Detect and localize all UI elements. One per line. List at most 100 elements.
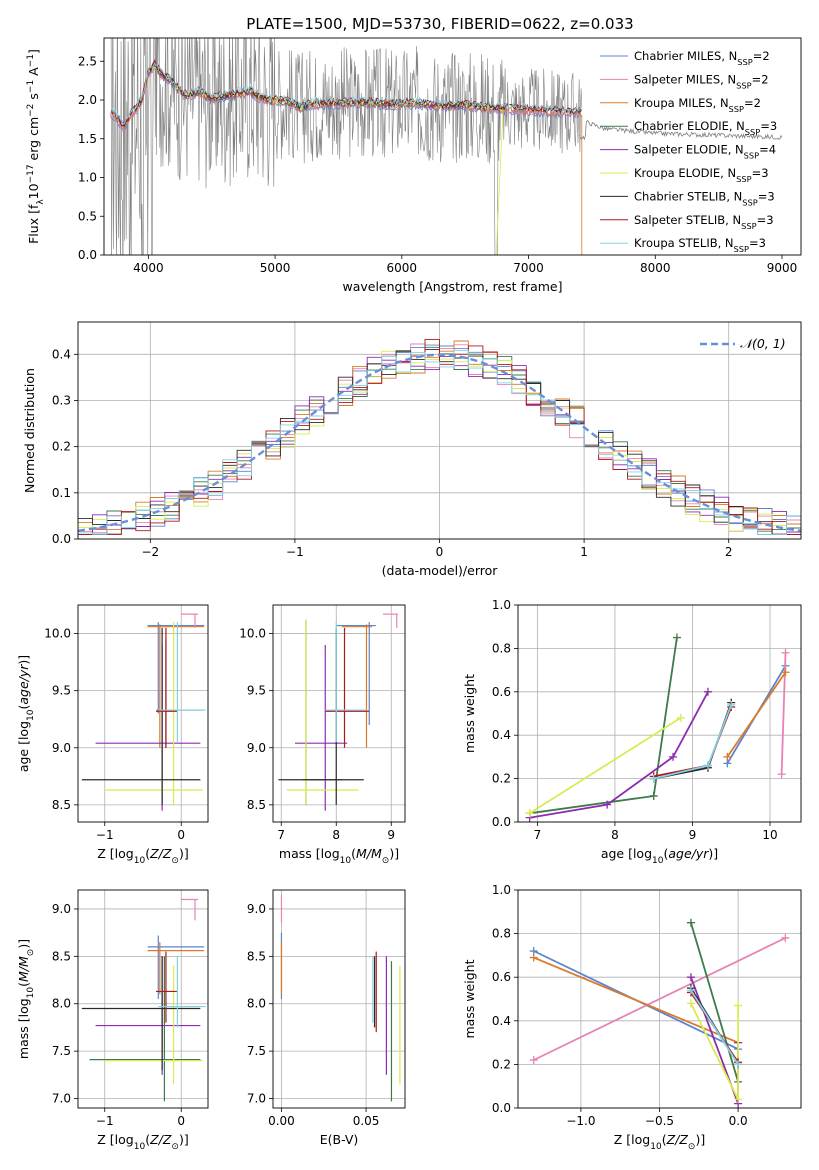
weight-marker — [603, 800, 612, 809]
x-tick-label: 0 — [436, 545, 444, 559]
y-tick-label: 9.0 — [52, 902, 71, 916]
mass-vs-ebv-frame: 0.00 0.05 7.0 7.5 8.0 8.5 9.0 E(B-V) — [247, 889, 406, 1147]
weight-marker — [672, 633, 681, 642]
x-tick-label: −1 — [96, 828, 114, 842]
y-tick-label: 1.0 — [78, 171, 97, 185]
y-tick-label: 0.4 — [52, 347, 71, 361]
weight-series-line — [529, 637, 678, 815]
mass-weight-vs-Z-plot-area — [529, 918, 790, 1108]
age-vs-Z-plot-area — [81, 613, 206, 811]
y-tick-label: 1.0 — [492, 883, 511, 897]
y-axis-label: mass weight — [462, 674, 477, 753]
weight-marker — [781, 933, 790, 942]
y-tick-label: 9.5 — [52, 684, 71, 698]
x-tick-label: 10 — [762, 828, 777, 842]
histogram-series — [78, 349, 801, 535]
weight-marker — [686, 986, 695, 995]
y-tick-label: 0.8 — [492, 641, 511, 655]
legend-label: Salpeter ELODIE, NSSP=4 — [634, 143, 776, 161]
x-tick-label: 7 — [534, 828, 542, 842]
y-tick-label: 9.0 — [247, 741, 266, 755]
weight-marker — [649, 791, 658, 800]
figure-title: PLATE=1500, MJD=53730, FIBERID=0622, z=0… — [246, 15, 633, 33]
y-tick-label: 0.0 — [52, 532, 71, 546]
weight-series-line — [726, 671, 787, 758]
weight-marker — [723, 752, 732, 761]
x-tick-label: 7000 — [513, 261, 544, 275]
x-axis-label: Z [log10(Z/Z⊙)] — [614, 1132, 705, 1152]
observed-spectrum-line — [110, 38, 583, 255]
y-tick-label: 8.5 — [52, 949, 71, 963]
y-tick-label: 0.5 — [78, 209, 97, 223]
weight-marker — [781, 668, 790, 677]
y-tick-label: 9.0 — [52, 741, 71, 755]
weight-marker — [703, 761, 712, 770]
x-tick-label: 7 — [277, 828, 285, 842]
weight-series-line — [533, 956, 739, 1044]
weight-marker — [676, 713, 685, 722]
legend-label: Salpeter STELIB, NSSP=3 — [634, 213, 774, 231]
y-tick-label: 10.0 — [44, 627, 71, 641]
x-tick-label: 0 — [177, 1114, 185, 1128]
weight-series-line — [533, 937, 786, 1061]
legend-label: Chabrier ELODIE, NSSP=3 — [634, 119, 777, 137]
mass-weight-vs-Z-frame: −1.0 −0.5 0.0 0.0 0.2 0.4 0.6 0.8 1.0 Z [log10(Z/… — [462, 883, 802, 1152]
mass-vs-Z-plot-area — [81, 898, 206, 1102]
residuals-panel: −2 −1 0 1 2 0.0 0.1 0.2 0.3 0.4 (data-model)/error… — [22, 321, 802, 578]
x-tick-label: −1 — [286, 545, 304, 559]
x-tick-label: 8000 — [640, 261, 671, 275]
x-axis-label: E(B-V) — [320, 1132, 359, 1147]
x-tick-label: −2 — [141, 545, 159, 559]
weight-marker — [777, 770, 786, 779]
legend-label: Chabrier STELIB, NSSP=3 — [634, 189, 775, 207]
y-axis-label: Normed distribution — [22, 368, 37, 493]
y-tick-label: 8.5 — [247, 798, 266, 812]
y-tick-label: 8.5 — [247, 949, 266, 963]
y-tick-label: 2.5 — [78, 54, 97, 68]
x-tick-label: −1.0 — [566, 1114, 595, 1128]
axes-frame — [517, 604, 802, 823]
y-axis-label: mass [log10(M/M⊙)] — [16, 939, 36, 1059]
mass-weight-vs-age-frame: 7 8 9 10 0.0 0.2 0.4 0.6 0.8 1.0 age [log10(age/yr… — [462, 598, 802, 866]
y-tick-label: 7.5 — [52, 1044, 71, 1058]
y-tick-label: 9.5 — [247, 684, 266, 698]
axes-frame — [272, 889, 406, 1109]
y-tick-label: 0.2 — [492, 1057, 511, 1071]
y-tick-label: 0.0 — [492, 815, 511, 829]
x-tick-label: 0.0 — [729, 1114, 748, 1128]
spectrum-frame: 4000 5000 6000 7000 8000 9000 0.0 0.5 1.0 1.5 2.0 2… — [26, 37, 802, 294]
model-spectrum-line — [111, 62, 583, 125]
y-tick-label: 0.8 — [492, 927, 511, 941]
legend-label: Kroupa STELIB, NSSP=3 — [634, 236, 766, 254]
y-tick-label: 1.0 — [492, 598, 511, 612]
spectrum-legend: Chabrier MILES, NSSP=2 Salpeter MILES, NS… — [600, 49, 777, 254]
axes-frame — [77, 321, 802, 540]
x-axis-label: wavelength [Angstrom, rest frame] — [342, 279, 562, 294]
weight-marker — [529, 1056, 538, 1065]
y-axis-label: Flux [fλ10−17 erg cm−2 s−1 A−1] — [26, 49, 46, 244]
residuals-frame: −2 −1 0 1 2 0.0 0.1 0.2 0.3 0.4 (data-model)/error… — [22, 321, 802, 578]
y-tick-label: 0.2 — [492, 772, 511, 786]
x-axis-label: Z [log10(Z/Z⊙)] — [97, 846, 188, 866]
weight-marker — [529, 953, 538, 962]
histogram-series — [78, 339, 801, 535]
age-vs-mass-frame: 7 8 9 8.5 9.0 9.5 10.0 mass [log10(M/M⊙)] — [239, 604, 406, 866]
x-tick-label: 0 — [177, 828, 185, 842]
mass-vs-Z-panel: −1 0 7.0 7.5 8.0 8.5 9.0 Z [log10(Z/Z⊙)] mass [l… — [16, 889, 209, 1152]
y-tick-label: 7.0 — [247, 1092, 266, 1106]
x-axis-label: Z [log10(Z/Z⊙)] — [97, 1132, 188, 1152]
x-tick-label: 6000 — [387, 261, 418, 275]
mass-weight-vs-age-panel: 7 8 9 10 0.0 0.2 0.4 0.6 0.8 1.0 age [log10(age/yr… — [462, 598, 802, 866]
y-tick-label: 0.0 — [78, 248, 97, 262]
weight-marker — [686, 999, 695, 1008]
y-tick-label: 8.0 — [52, 997, 71, 1011]
x-tick-label: 4000 — [133, 261, 164, 275]
x-tick-label: 2 — [725, 545, 733, 559]
weight-marker — [649, 774, 658, 783]
legend-label: Salpeter MILES, NSSP=2 — [634, 72, 769, 90]
legend-label: Chabrier MILES, NSSP=2 — [634, 49, 770, 67]
age-vs-mass-plot-area — [278, 613, 398, 811]
y-axis-label: mass weight — [462, 959, 477, 1038]
axes-frame — [77, 889, 209, 1109]
spectrum-plot-area — [109, 38, 783, 255]
